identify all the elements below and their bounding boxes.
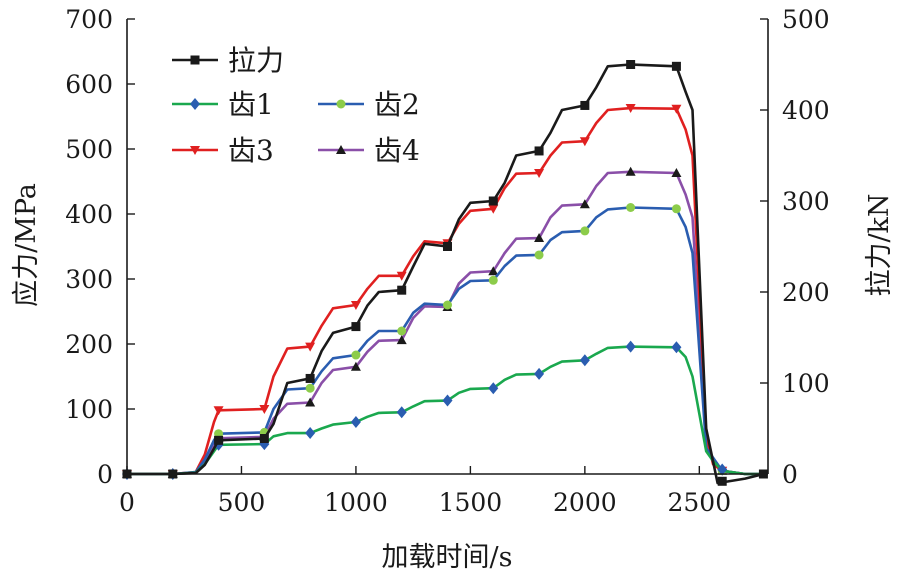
series-marker <box>488 204 499 214</box>
series-marker <box>671 168 682 178</box>
series-marker <box>671 104 682 114</box>
right-y-tick-label: 0 <box>782 460 798 489</box>
legend-label: 拉力 <box>228 44 284 77</box>
left-y-tick-label: 300 <box>65 265 113 294</box>
series-marker <box>534 367 545 380</box>
series-marker <box>350 416 361 428</box>
right-y-tick-label: 400 <box>782 96 830 125</box>
series-marker <box>397 326 407 336</box>
series-marker <box>579 137 590 147</box>
left-y-tick-label: 500 <box>65 135 113 164</box>
series-marker <box>259 405 270 414</box>
series-marker <box>396 406 407 419</box>
x-tick-label: 0 <box>119 488 135 517</box>
legend-label: 齿3 <box>228 134 274 167</box>
x-tick-label: 1500 <box>439 488 503 517</box>
series-marker <box>305 342 316 352</box>
series-layer <box>122 60 768 486</box>
series-marker <box>625 340 636 353</box>
series-marker <box>625 166 636 176</box>
series-marker <box>397 285 407 295</box>
series-marker <box>580 100 590 110</box>
series-marker <box>626 60 636 69</box>
series-marker <box>443 242 452 251</box>
series-marker <box>717 463 728 476</box>
left-y-axis-title: 应力/MPa <box>11 183 42 307</box>
right-y-axis-title: 拉力/kN <box>864 193 895 296</box>
legend-swatch-marker <box>190 98 200 110</box>
series-marker <box>534 233 545 243</box>
series-line <box>127 170 764 476</box>
legend-item: 拉力 <box>172 44 284 77</box>
series-marker <box>305 373 315 383</box>
left-y-tick-label: 200 <box>65 330 113 359</box>
legend-swatch-marker <box>190 146 200 155</box>
left-y-tick-label: 700 <box>65 5 113 34</box>
series-marker <box>671 204 681 214</box>
left-y-tick-label: 0 <box>97 460 113 489</box>
series-marker <box>626 203 636 212</box>
series-marker <box>305 397 316 407</box>
series-marker <box>671 61 681 71</box>
series-marker <box>259 434 269 444</box>
series-marker <box>305 427 316 440</box>
left-y-tick-label: 400 <box>65 200 113 229</box>
series-marker <box>350 361 361 371</box>
legend-swatch-marker <box>336 99 346 109</box>
left-y-tick-label: 600 <box>65 70 113 99</box>
series-marker <box>625 104 636 114</box>
series-1 <box>122 60 768 486</box>
right-y-tick-label: 300 <box>782 187 830 216</box>
series-marker <box>534 169 545 179</box>
series-marker <box>488 275 498 285</box>
series-marker <box>488 266 499 276</box>
legend-item: 齿2 <box>318 88 420 121</box>
legend-swatch-marker <box>190 55 200 65</box>
series-marker <box>442 394 453 407</box>
series-marker <box>534 146 544 156</box>
series-marker <box>351 350 361 360</box>
legend-label: 齿4 <box>374 134 420 167</box>
series-marker <box>488 382 499 395</box>
legend-swatch-marker <box>336 145 346 154</box>
series-marker <box>488 196 498 206</box>
series-marker <box>396 271 407 281</box>
series-marker <box>305 383 315 393</box>
legend-item: 齿3 <box>172 134 274 167</box>
series-marker <box>534 250 544 260</box>
x-tick-label: 500 <box>218 488 266 517</box>
series-line <box>127 206 764 476</box>
series-marker <box>350 301 361 310</box>
series-marker <box>717 476 727 486</box>
series-marker <box>213 406 224 416</box>
series-marker <box>351 322 361 332</box>
x-tick-label: 1000 <box>324 488 388 517</box>
series-marker <box>579 199 590 209</box>
legend-item: 齿1 <box>172 88 274 121</box>
series-line <box>127 63 764 485</box>
x-tick-label: 2500 <box>668 488 732 517</box>
legend-item: 齿4 <box>318 134 420 167</box>
legend-label: 齿2 <box>374 88 420 121</box>
right-y-tick-label: 200 <box>782 278 830 307</box>
series-marker <box>671 341 682 354</box>
x-axis-title: 加载时间/s <box>382 542 513 573</box>
series-line <box>127 106 764 476</box>
series-marker <box>443 300 452 310</box>
series-marker <box>214 435 224 445</box>
right-y-tick-label: 100 <box>782 369 830 398</box>
series-marker <box>580 226 590 236</box>
x-tick-label: 2000 <box>553 488 617 517</box>
series-marker <box>579 354 590 367</box>
legend-label: 齿1 <box>228 88 274 121</box>
right-y-tick-label: 500 <box>782 5 830 34</box>
series-4 <box>122 104 764 479</box>
series-marker <box>396 335 407 345</box>
axes-layer: 0 500 1000 1500 2000 250001002003004005006007… <box>65 5 829 517</box>
left-y-tick-label: 100 <box>65 395 113 424</box>
